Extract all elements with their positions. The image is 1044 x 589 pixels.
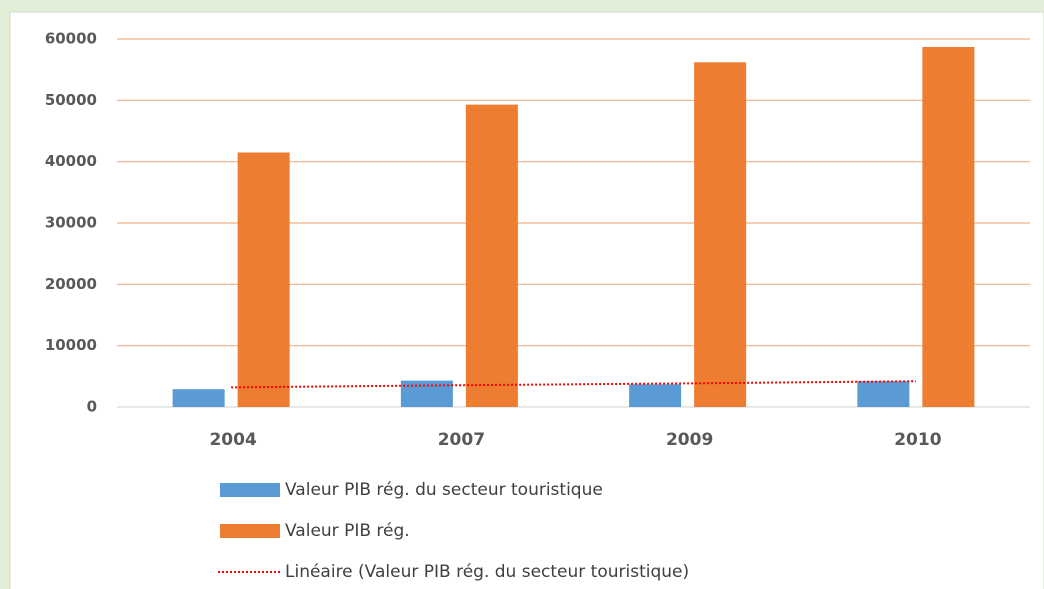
legend-swatch bbox=[220, 483, 280, 497]
x-tick-label: 2004 bbox=[209, 430, 256, 450]
legend-label: Valeur PIB rég. du secteur touristique bbox=[285, 480, 603, 500]
x-tick-label: 2007 bbox=[438, 430, 485, 450]
y-tick-label: 20000 bbox=[45, 275, 97, 293]
bar bbox=[694, 62, 747, 407]
legend-label: Valeur PIB rég. bbox=[285, 521, 410, 541]
bar bbox=[922, 46, 975, 408]
legend-label: Linéaire (Valeur PIB rég. du secteur tou… bbox=[285, 562, 689, 582]
y-tick-label: 10000 bbox=[45, 336, 97, 354]
y-tick-label: 50000 bbox=[45, 91, 97, 109]
legend-swatch bbox=[220, 524, 280, 538]
y-tick-label: 40000 bbox=[45, 152, 97, 170]
bar bbox=[172, 389, 225, 407]
bar bbox=[857, 381, 910, 407]
y-tick-label: 30000 bbox=[45, 214, 97, 232]
chart-panel bbox=[9, 11, 1044, 589]
bar bbox=[629, 384, 682, 407]
x-tick-label: 2009 bbox=[666, 430, 713, 450]
y-tick-label: 0 bbox=[87, 398, 97, 416]
x-tick-label: 2010 bbox=[894, 430, 941, 450]
y-tick-label: 60000 bbox=[45, 30, 97, 48]
bar bbox=[237, 152, 290, 407]
bar bbox=[465, 104, 518, 408]
